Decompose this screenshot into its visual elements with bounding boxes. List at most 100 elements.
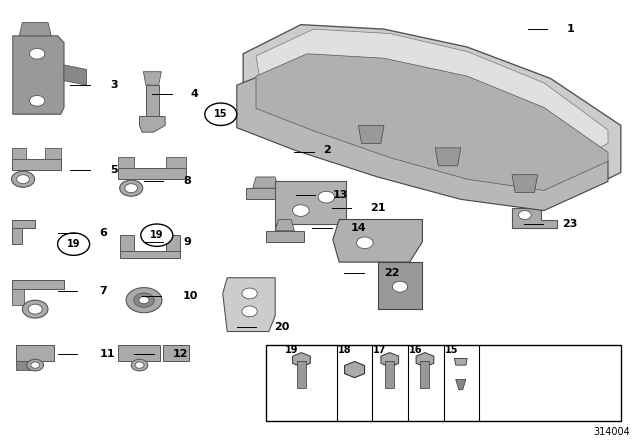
Polygon shape bbox=[266, 231, 304, 242]
Text: 21: 21 bbox=[370, 203, 385, 213]
Polygon shape bbox=[120, 251, 180, 258]
Polygon shape bbox=[237, 65, 608, 211]
Text: 11: 11 bbox=[99, 349, 115, 359]
FancyBboxPatch shape bbox=[385, 361, 394, 388]
Text: 2: 2 bbox=[323, 145, 331, 155]
Text: 17: 17 bbox=[373, 345, 387, 355]
Circle shape bbox=[242, 306, 257, 317]
Circle shape bbox=[135, 362, 144, 368]
Polygon shape bbox=[381, 353, 399, 367]
Polygon shape bbox=[120, 235, 134, 251]
Polygon shape bbox=[12, 228, 22, 244]
Polygon shape bbox=[166, 157, 186, 168]
Circle shape bbox=[22, 300, 48, 318]
Polygon shape bbox=[456, 379, 466, 390]
Text: 22: 22 bbox=[384, 268, 399, 278]
FancyBboxPatch shape bbox=[266, 345, 621, 421]
Polygon shape bbox=[12, 289, 24, 305]
Circle shape bbox=[301, 353, 302, 354]
Polygon shape bbox=[140, 116, 165, 132]
Polygon shape bbox=[19, 22, 51, 36]
Circle shape bbox=[126, 288, 162, 313]
Polygon shape bbox=[118, 345, 160, 361]
Text: 18: 18 bbox=[338, 345, 352, 355]
Polygon shape bbox=[256, 29, 608, 175]
Circle shape bbox=[205, 103, 237, 125]
Text: 20: 20 bbox=[274, 322, 289, 332]
Polygon shape bbox=[416, 353, 434, 367]
Text: 15: 15 bbox=[445, 345, 459, 355]
Circle shape bbox=[139, 297, 149, 304]
Circle shape bbox=[27, 359, 44, 371]
Circle shape bbox=[242, 288, 257, 299]
Polygon shape bbox=[45, 148, 61, 159]
Circle shape bbox=[28, 304, 42, 314]
Polygon shape bbox=[378, 262, 422, 309]
Polygon shape bbox=[292, 353, 310, 367]
Text: 15: 15 bbox=[214, 109, 228, 119]
FancyBboxPatch shape bbox=[297, 361, 306, 388]
Circle shape bbox=[125, 184, 138, 193]
Circle shape bbox=[29, 48, 45, 59]
Polygon shape bbox=[12, 280, 64, 289]
Polygon shape bbox=[275, 224, 285, 242]
Polygon shape bbox=[12, 148, 26, 159]
Polygon shape bbox=[246, 188, 285, 199]
Circle shape bbox=[518, 211, 531, 220]
Circle shape bbox=[58, 233, 90, 255]
Text: 19: 19 bbox=[150, 230, 164, 240]
Text: 10: 10 bbox=[183, 291, 198, 301]
Circle shape bbox=[292, 205, 309, 216]
Polygon shape bbox=[512, 208, 557, 228]
Polygon shape bbox=[256, 54, 608, 190]
Text: 16: 16 bbox=[408, 345, 422, 355]
Text: 14: 14 bbox=[351, 224, 366, 233]
Polygon shape bbox=[333, 220, 422, 262]
Polygon shape bbox=[358, 125, 384, 143]
Polygon shape bbox=[16, 345, 54, 361]
Polygon shape bbox=[275, 220, 294, 231]
Circle shape bbox=[356, 237, 373, 249]
Circle shape bbox=[318, 191, 335, 203]
Text: 8: 8 bbox=[183, 177, 191, 186]
Polygon shape bbox=[166, 235, 180, 251]
Polygon shape bbox=[512, 175, 538, 193]
Polygon shape bbox=[344, 362, 365, 378]
Polygon shape bbox=[454, 358, 467, 365]
Text: 7: 7 bbox=[99, 286, 107, 296]
Circle shape bbox=[349, 366, 360, 374]
Text: 4: 4 bbox=[191, 89, 198, 99]
Circle shape bbox=[134, 293, 154, 307]
Text: 12: 12 bbox=[173, 349, 188, 359]
Circle shape bbox=[131, 359, 148, 371]
Polygon shape bbox=[435, 148, 461, 166]
Text: 3: 3 bbox=[110, 80, 118, 90]
Polygon shape bbox=[16, 361, 35, 370]
Polygon shape bbox=[64, 65, 86, 85]
Circle shape bbox=[31, 362, 40, 368]
Circle shape bbox=[17, 175, 29, 184]
Polygon shape bbox=[12, 220, 35, 228]
Polygon shape bbox=[13, 36, 64, 114]
Polygon shape bbox=[146, 85, 159, 116]
Text: 314004: 314004 bbox=[594, 427, 630, 437]
Polygon shape bbox=[253, 177, 278, 188]
Polygon shape bbox=[163, 345, 189, 361]
Polygon shape bbox=[243, 25, 621, 204]
Text: 6: 6 bbox=[99, 228, 107, 238]
Polygon shape bbox=[12, 159, 61, 170]
Polygon shape bbox=[223, 278, 275, 332]
Text: 13: 13 bbox=[333, 190, 348, 200]
Text: 9: 9 bbox=[183, 237, 191, 247]
Circle shape bbox=[120, 180, 143, 196]
Circle shape bbox=[29, 95, 45, 106]
Polygon shape bbox=[143, 72, 161, 85]
Text: 19: 19 bbox=[284, 345, 298, 355]
Text: 1: 1 bbox=[566, 24, 574, 34]
Text: 19: 19 bbox=[67, 239, 81, 249]
Polygon shape bbox=[118, 168, 186, 179]
Polygon shape bbox=[118, 157, 134, 168]
FancyBboxPatch shape bbox=[420, 361, 429, 388]
Circle shape bbox=[141, 224, 173, 246]
Text: 5: 5 bbox=[110, 165, 118, 175]
